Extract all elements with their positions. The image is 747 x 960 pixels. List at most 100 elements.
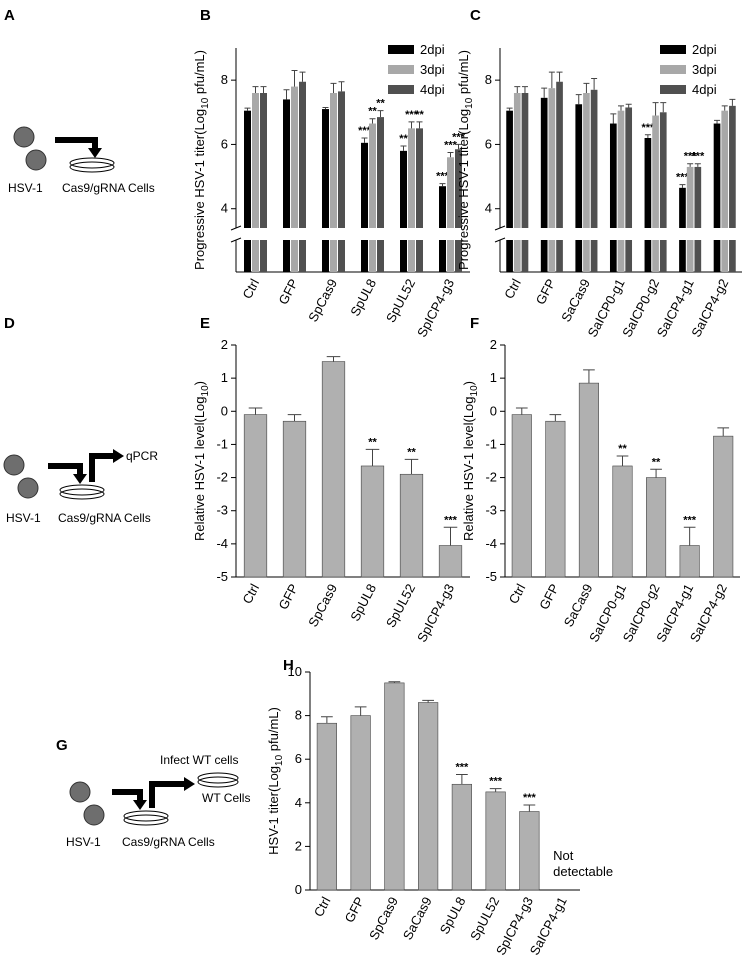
bar [330, 93, 337, 228]
arrowhead [184, 777, 195, 791]
bar [575, 104, 583, 228]
y-tick-label: 8 [221, 72, 228, 87]
y-axis-label: HSV-1 titer(Log10 pfu/mL) [266, 707, 285, 855]
error-bar [252, 86, 259, 93]
y-label-text: ) [461, 381, 476, 385]
bar [713, 123, 721, 228]
annotation: Not detectable [553, 848, 613, 879]
x-tick-label: SaCas9 [558, 276, 593, 324]
bar-stub [679, 240, 686, 272]
significance: ** [415, 109, 424, 121]
panel-label: B [200, 7, 211, 24]
virus-icon [83, 804, 105, 826]
error-bar [439, 183, 446, 187]
readout-label: qPCR [126, 449, 158, 463]
error-bar [400, 145, 407, 151]
error-bar [416, 121, 423, 129]
error-bar [369, 118, 376, 124]
bar-stub [416, 240, 423, 272]
y-label-text: pfu/mL) [456, 50, 471, 98]
bar-stub [548, 240, 556, 272]
bar [408, 128, 415, 228]
error-bar [244, 107, 251, 111]
dish [69, 157, 115, 169]
arrowhead [73, 474, 87, 484]
x-tick-label: Ctrl [506, 581, 529, 606]
bar [485, 791, 506, 891]
virus-label: HSV-1 [6, 511, 41, 525]
y-tick-label: 6 [295, 751, 302, 766]
bar-stub [506, 240, 513, 272]
panel-label: D [4, 315, 15, 332]
error-bar [514, 86, 521, 93]
y-axis-label: Progressive HSV-1 titer(Log10 pfu/mL) [456, 50, 475, 270]
dish [123, 814, 169, 826]
legend-label: 4dpi [420, 82, 445, 97]
bar-stub [439, 240, 446, 272]
bar [609, 123, 617, 228]
y-tick-label: 6 [221, 136, 228, 151]
bar-stub [609, 240, 617, 272]
y-tick-label: -5 [216, 569, 228, 584]
diagram-g: G Infect WT cells WT Cells HSV-1 Cas9/gR… [56, 737, 250, 849]
y-axis-label: Relative HSV-1 level(Log10) [192, 381, 211, 541]
chart: F -5 -4 -3 -2 -1 0 1 2 Relative HSV-1 level(Log10… [461, 315, 740, 645]
x-tick-label: SpCas9 [366, 894, 401, 942]
bar [322, 109, 329, 228]
error-bar [408, 121, 415, 129]
bar-stub [686, 240, 694, 272]
legend-label: 3dpi [692, 62, 717, 77]
y-label-text: Progressive HSV-1 titer(Log [192, 109, 207, 270]
bar [548, 88, 556, 228]
error-bar [361, 137, 368, 143]
legend-swatch [388, 45, 414, 54]
bar-stub [447, 240, 454, 272]
bar [644, 138, 652, 228]
arrow [149, 781, 186, 808]
x-tick-label: GFP [341, 894, 367, 925]
y-tick-label: -3 [216, 503, 228, 518]
error-bar [575, 94, 582, 105]
x-tick-label: SpUL8 [347, 276, 379, 318]
y-tick-label: 4 [485, 201, 492, 216]
error-bar [679, 184, 686, 188]
bar [617, 110, 625, 228]
x-tick-label: SaCas9 [561, 581, 596, 629]
error-bar [338, 81, 345, 92]
error-bar [616, 455, 629, 466]
y-label-text: ) [192, 381, 207, 385]
bar-stub [291, 240, 298, 272]
bar-stub [694, 240, 702, 272]
panel-label: H [283, 657, 294, 674]
x-tick-label: GFP [275, 581, 301, 612]
bar-stub [330, 240, 337, 272]
significance: ** [407, 446, 416, 458]
y-tick-label: -3 [485, 503, 497, 518]
bar [729, 105, 736, 228]
arrow [89, 453, 115, 482]
error-bar [422, 699, 434, 703]
x-tick-label: Ctrl [239, 276, 262, 301]
error-bar [644, 134, 651, 138]
bar [583, 93, 590, 228]
significance: ** [399, 133, 408, 145]
significance: *** [444, 139, 458, 151]
error-bar [625, 103, 632, 108]
x-tick-label: Ctrl [501, 276, 524, 301]
significance: *** [691, 151, 705, 163]
bar [694, 166, 702, 228]
error-bar [299, 71, 306, 82]
error-bar [388, 681, 401, 683]
dish [59, 484, 105, 496]
panel-label: F [470, 315, 479, 332]
significance: *** [684, 151, 698, 163]
bar [521, 93, 529, 228]
bar [679, 187, 686, 228]
error-bar [650, 468, 662, 478]
x-tick-label: SpICP4-g3 [414, 276, 457, 339]
panel-label: G [56, 737, 68, 754]
y-label-sub: 10 [200, 97, 211, 109]
bar [455, 149, 462, 228]
significance: *** [489, 776, 503, 788]
arrowhead [133, 800, 147, 810]
